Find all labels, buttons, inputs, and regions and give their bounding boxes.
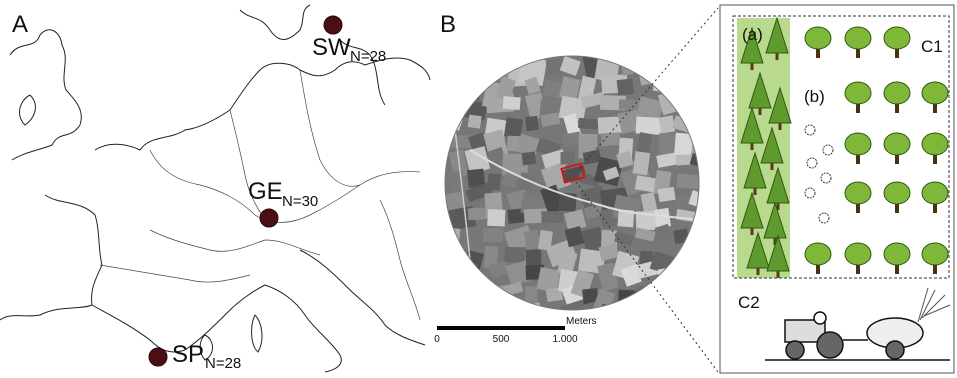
deciduous-tree xyxy=(884,133,910,155)
deciduous-tree xyxy=(922,82,948,104)
site-sample-size: N=28 xyxy=(205,355,241,372)
land-patch xyxy=(560,152,574,165)
deciduous-tree xyxy=(922,243,948,265)
deciduous-tree xyxy=(884,82,910,104)
site-marker xyxy=(260,209,278,227)
site-sample-size: N=28 xyxy=(350,48,386,65)
panel-label: B xyxy=(440,11,456,38)
deciduous-tree xyxy=(884,27,910,49)
flower xyxy=(805,125,815,135)
land-patch xyxy=(659,115,676,133)
flower xyxy=(805,188,815,198)
scale-tick-label: 1.000 xyxy=(552,334,577,345)
panel-label: C2 xyxy=(738,293,760,312)
land-patch xyxy=(487,209,505,226)
land-patch xyxy=(487,173,501,191)
deciduous-tree xyxy=(884,243,910,265)
scale-bar xyxy=(437,326,565,330)
land-patch xyxy=(468,207,487,220)
site-sample-size: N=30 xyxy=(282,193,318,210)
land-patch xyxy=(468,115,482,129)
land-patch xyxy=(633,151,651,175)
land-patch xyxy=(483,228,503,242)
land-patch xyxy=(525,116,539,131)
scale-tick-label: 500 xyxy=(493,334,510,345)
land-patch xyxy=(522,152,537,166)
deciduous-tree xyxy=(805,243,831,265)
flower-label: (b) xyxy=(804,87,825,106)
figure: A SW N=28 GE N=30 SP N=28 B Meters 0 500… xyxy=(0,0,957,378)
site-marker xyxy=(149,348,167,366)
land-patch xyxy=(541,211,563,223)
flower xyxy=(807,158,817,168)
site-code: SP xyxy=(172,341,204,368)
land-patch xyxy=(504,117,523,139)
scale-unit: Meters xyxy=(566,316,597,327)
deciduous-tree xyxy=(845,82,871,104)
land-patch xyxy=(658,187,676,202)
scale-tick-label: 0 xyxy=(434,334,440,345)
land-patch xyxy=(601,132,621,146)
site-code: GE xyxy=(248,178,283,205)
land-patch xyxy=(617,78,634,95)
field-panel: (a) (b) C1 C2 xyxy=(720,5,954,373)
deciduous-tree xyxy=(922,133,948,155)
panel-label: C1 xyxy=(921,37,943,56)
land-patch xyxy=(505,247,525,262)
flower xyxy=(823,145,833,155)
panel-label: A xyxy=(12,11,28,38)
deciduous-tree xyxy=(884,182,910,204)
flower xyxy=(821,173,831,183)
deciduous-tree xyxy=(845,182,871,204)
land-patch xyxy=(654,208,671,228)
land-patch xyxy=(503,96,521,110)
deciduous-tree xyxy=(922,182,948,204)
deciduous-tree xyxy=(845,133,871,155)
deciduous-tree xyxy=(845,243,871,265)
site-code: SW xyxy=(312,34,351,61)
flower xyxy=(819,213,829,223)
deciduous-tree xyxy=(805,27,831,49)
deciduous-tree xyxy=(845,27,871,49)
site-marker xyxy=(324,16,342,34)
hedge-label: (a) xyxy=(742,25,763,44)
